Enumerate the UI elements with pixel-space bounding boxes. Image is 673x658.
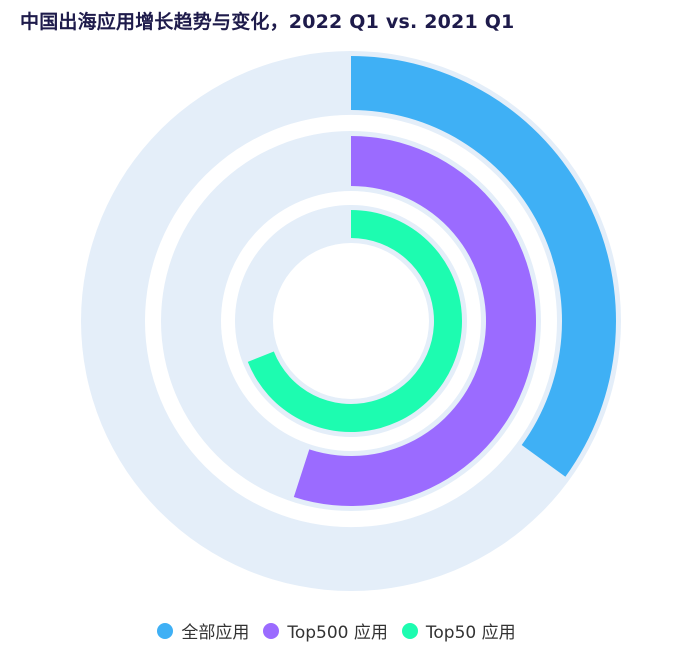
chart-title: 中国出海应用增长趋势与变化，2022 Q1 vs. 2021 Q1 (20, 11, 515, 33)
chart-legend: 全部应用 Top500 应用 Top50 应用 (0, 618, 673, 643)
legend-label-all-apps: 全部应用 (181, 623, 250, 643)
legend-item-all-apps[interactable]: 全部应用 (157, 618, 249, 643)
legend-item-top50-apps[interactable]: Top50 应用 (401, 618, 516, 643)
legend-item-top500-apps[interactable]: Top500 应用 (263, 618, 388, 643)
ring-track-top50-apps (235, 205, 467, 437)
ring-bar-all-apps[interactable] (351, 56, 616, 477)
legend-swatch-all-apps (157, 622, 174, 639)
ring-bar-top500-apps[interactable] (293, 136, 536, 507)
legend-swatch-top500-apps (263, 622, 280, 639)
legend-swatch-top50-apps (401, 622, 418, 639)
ring-track-top500-apps (161, 131, 541, 511)
legend-label-top500-apps: Top500 应用 (287, 623, 388, 643)
legend-label-top50-apps: Top50 应用 (425, 623, 516, 643)
